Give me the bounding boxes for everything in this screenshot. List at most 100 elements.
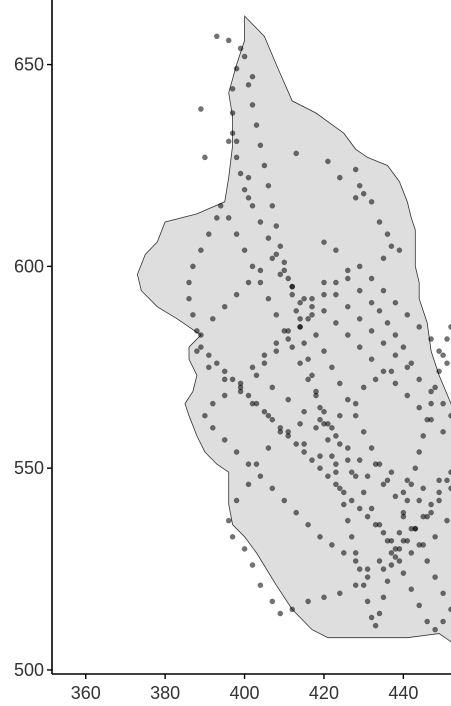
data-point <box>364 574 371 580</box>
data-point <box>356 182 363 189</box>
data-point <box>321 594 327 601</box>
data-point <box>396 558 403 564</box>
data-point <box>368 275 375 282</box>
x-tick-label: 400 <box>230 683 260 703</box>
data-point <box>245 392 252 399</box>
data-point <box>340 550 347 556</box>
data-point <box>368 614 375 621</box>
data-point <box>245 194 252 201</box>
data-point <box>261 408 268 415</box>
data-point <box>221 376 228 383</box>
data-point <box>420 513 427 520</box>
data-point <box>209 400 216 407</box>
data-point <box>241 546 248 552</box>
data-point <box>392 352 399 359</box>
data-point <box>233 449 240 455</box>
data-point <box>428 400 434 407</box>
data-point <box>213 33 220 40</box>
data-point <box>293 509 300 516</box>
data-point <box>269 202 276 209</box>
data-point <box>436 477 442 484</box>
data-point <box>352 400 359 407</box>
data-point <box>297 420 303 427</box>
data-point <box>440 352 446 359</box>
data-point <box>229 376 236 383</box>
data-point <box>277 424 284 431</box>
data-point <box>416 376 423 383</box>
data-point <box>384 320 391 326</box>
data-point <box>309 303 315 310</box>
data-point <box>352 582 359 589</box>
data-point <box>269 384 276 391</box>
data-point <box>440 400 446 407</box>
data-point <box>444 477 450 484</box>
data-point <box>420 433 427 439</box>
data-point <box>392 554 399 560</box>
data-point <box>356 566 363 572</box>
data-point <box>281 328 288 334</box>
data-point <box>265 235 272 241</box>
data-point <box>380 287 387 294</box>
data-point <box>233 138 240 145</box>
data-point <box>384 538 391 544</box>
data-point <box>297 324 303 330</box>
data-point <box>297 315 303 322</box>
data-point <box>313 388 319 395</box>
data-point <box>428 388 434 395</box>
data-point <box>321 307 327 314</box>
data-point <box>333 469 339 476</box>
data-point <box>249 364 256 371</box>
data-point <box>336 441 343 447</box>
data-point <box>364 566 371 572</box>
data-point <box>225 37 232 44</box>
data-point <box>301 449 307 455</box>
data-point <box>333 291 339 298</box>
data-point <box>396 247 403 253</box>
data-point <box>384 231 391 237</box>
data-point <box>376 521 383 528</box>
data-point <box>416 449 423 455</box>
data-point <box>241 186 248 193</box>
data-point <box>301 340 307 346</box>
data-point <box>289 606 296 613</box>
region-outline <box>136 15 451 643</box>
data-point <box>237 384 244 391</box>
data-point <box>352 473 359 480</box>
data-point <box>205 364 212 371</box>
data-point <box>273 340 280 346</box>
data-point <box>209 424 216 431</box>
data-point <box>404 311 411 318</box>
data-point <box>356 505 363 512</box>
data-point <box>265 445 272 451</box>
data-point <box>348 469 355 476</box>
data-point <box>333 461 339 467</box>
data-point <box>293 150 300 157</box>
data-point <box>325 473 331 480</box>
data-point <box>344 267 351 274</box>
data-point <box>289 344 296 350</box>
x-tick-label: 380 <box>150 683 180 703</box>
data-point <box>265 182 272 189</box>
data-point <box>336 485 343 492</box>
data-point <box>245 461 252 467</box>
data-point <box>321 348 327 354</box>
data-point <box>329 542 335 548</box>
data-point <box>352 166 359 173</box>
data-point <box>285 275 292 282</box>
data-point <box>340 489 347 496</box>
data-point <box>440 618 446 625</box>
data-point <box>241 53 248 60</box>
data-point <box>333 320 339 326</box>
data-point <box>309 457 315 463</box>
data-point <box>364 598 371 605</box>
data-point <box>285 336 292 342</box>
data-point <box>209 315 216 322</box>
data-point <box>289 291 296 298</box>
data-point <box>360 428 367 435</box>
data-point <box>444 517 450 524</box>
data-point <box>392 546 399 552</box>
data-point <box>229 130 236 136</box>
data-point <box>444 360 450 367</box>
data-point <box>269 416 276 423</box>
data-point <box>380 368 387 375</box>
